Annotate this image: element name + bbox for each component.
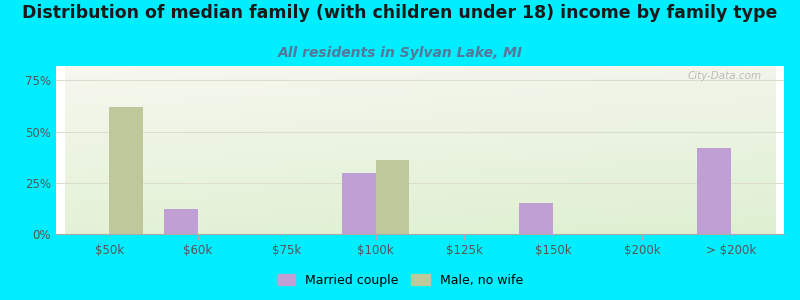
Legend: Married couple, Male, no wife: Married couple, Male, no wife [273,270,527,291]
Text: All residents in Sylvan Lake, MI: All residents in Sylvan Lake, MI [278,46,522,61]
Text: City-Data.com: City-Data.com [688,71,762,81]
Bar [342,172,376,234]
Bar [519,203,553,234]
Bar [110,107,143,234]
Bar [376,160,410,234]
Bar [164,209,198,234]
Bar [697,148,730,234]
Text: Distribution of median family (with children under 18) income by family type: Distribution of median family (with chil… [22,4,778,22]
